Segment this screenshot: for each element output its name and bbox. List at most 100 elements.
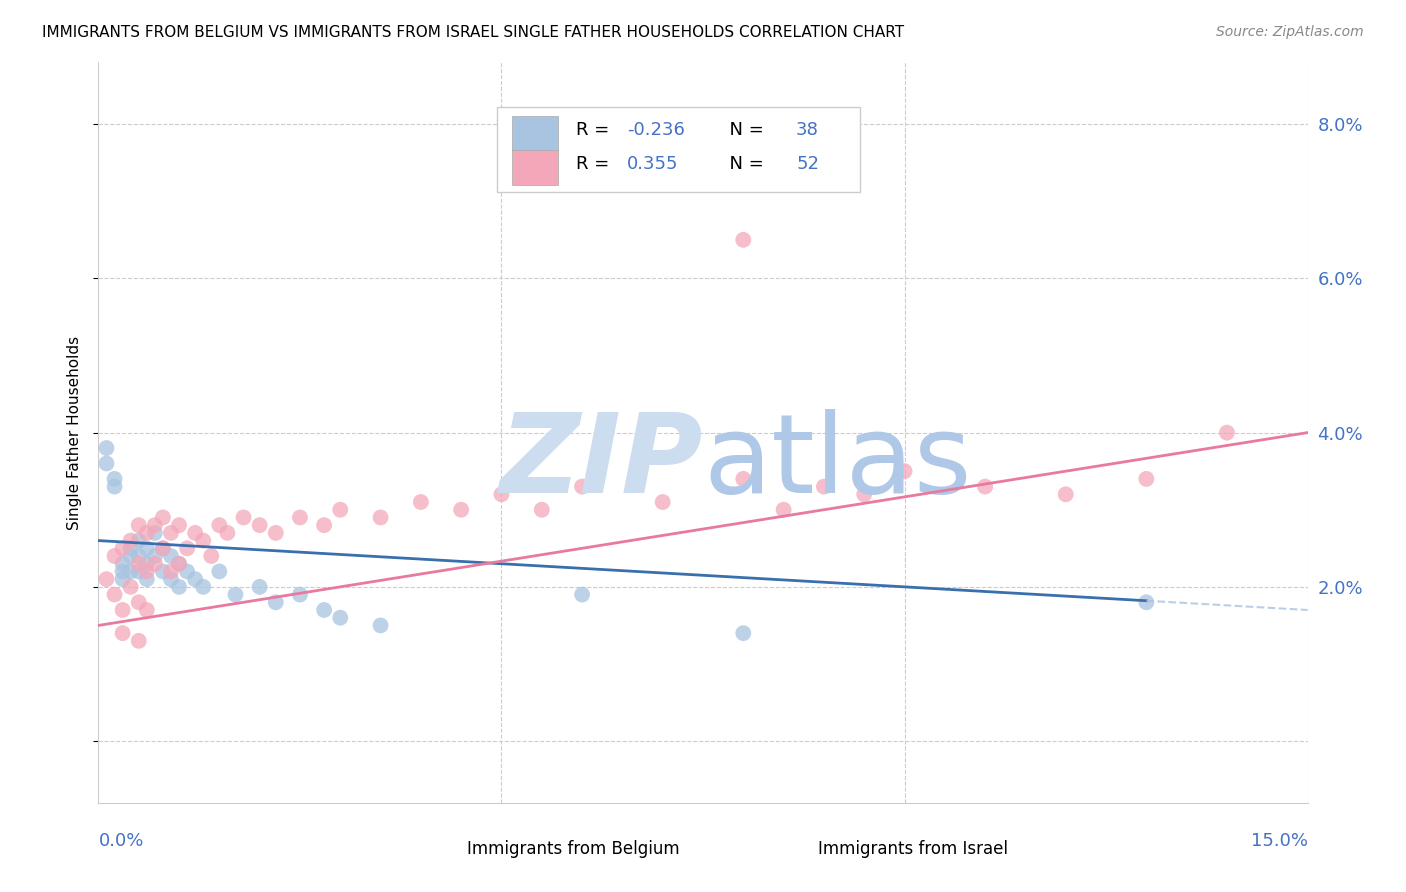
Point: [450, 502, 472, 516]
Point: [264, 595, 287, 609]
Point: [103, 588, 125, 602]
Point: [135, 541, 157, 556]
Point: [128, 595, 150, 609]
Point: [120, 580, 142, 594]
Point: [733, 472, 755, 486]
Point: [135, 572, 157, 586]
Point: [143, 549, 166, 563]
Text: N =: N =: [717, 121, 769, 139]
Point: [120, 533, 142, 548]
Point: [184, 572, 207, 586]
Point: [200, 549, 222, 563]
Point: [103, 549, 125, 563]
Point: [120, 541, 142, 556]
Point: [370, 618, 392, 632]
Point: [249, 580, 271, 594]
Text: Immigrants from Israel: Immigrants from Israel: [818, 839, 1008, 858]
Point: [370, 510, 392, 524]
Point: [128, 557, 150, 571]
Text: R =: R =: [576, 155, 614, 173]
Point: [152, 565, 174, 579]
Y-axis label: Single Father Households: Single Father Households: [67, 335, 83, 530]
Point: [249, 518, 271, 533]
Point: [853, 487, 876, 501]
Text: -0.236: -0.236: [627, 121, 685, 139]
Text: Immigrants from Belgium: Immigrants from Belgium: [467, 839, 681, 858]
Point: [135, 603, 157, 617]
Text: 0.355: 0.355: [627, 155, 678, 173]
Point: [143, 518, 166, 533]
Text: atlas: atlas: [703, 409, 972, 516]
Point: [128, 565, 150, 579]
Point: [167, 518, 190, 533]
Point: [772, 502, 794, 516]
Point: [1216, 425, 1239, 440]
Point: [288, 588, 311, 602]
Point: [96, 572, 118, 586]
Text: R =: R =: [576, 121, 614, 139]
Point: [314, 603, 336, 617]
Point: [160, 572, 183, 586]
Point: [651, 495, 673, 509]
Point: [193, 533, 215, 548]
Point: [167, 557, 190, 571]
Point: [128, 549, 150, 563]
Text: 15.0%: 15.0%: [1250, 832, 1308, 850]
Point: [409, 495, 432, 509]
Point: [1054, 487, 1077, 501]
Point: [733, 626, 755, 640]
Text: 0.0%: 0.0%: [98, 832, 143, 850]
Point: [571, 480, 593, 494]
Point: [152, 510, 174, 524]
Point: [491, 487, 513, 501]
Point: [152, 541, 174, 556]
Point: [176, 541, 198, 556]
FancyBboxPatch shape: [512, 116, 558, 151]
Point: [208, 565, 231, 579]
Point: [224, 588, 246, 602]
Point: [167, 557, 190, 571]
Text: N =: N =: [717, 155, 769, 173]
Point: [1135, 472, 1157, 486]
Text: 38: 38: [796, 121, 818, 139]
Point: [208, 518, 231, 533]
Point: [111, 557, 134, 571]
Text: ZIP: ZIP: [499, 409, 703, 516]
Point: [96, 441, 118, 455]
Point: [143, 557, 166, 571]
Point: [120, 549, 142, 563]
Point: [733, 233, 755, 247]
Point: [530, 502, 553, 516]
Point: [193, 580, 215, 594]
FancyBboxPatch shape: [512, 150, 558, 185]
Point: [103, 480, 125, 494]
Point: [96, 457, 118, 471]
Point: [111, 565, 134, 579]
Point: [111, 572, 134, 586]
Point: [128, 533, 150, 548]
FancyBboxPatch shape: [425, 838, 461, 860]
Point: [314, 518, 336, 533]
Point: [288, 510, 311, 524]
Point: [103, 472, 125, 486]
Point: [160, 565, 183, 579]
Point: [571, 588, 593, 602]
Point: [111, 541, 134, 556]
Point: [152, 541, 174, 556]
Point: [813, 480, 835, 494]
Point: [217, 525, 239, 540]
Point: [160, 549, 183, 563]
Point: [893, 464, 915, 478]
FancyBboxPatch shape: [498, 107, 860, 192]
Point: [167, 580, 190, 594]
Text: Source: ZipAtlas.com: Source: ZipAtlas.com: [1216, 25, 1364, 39]
Point: [135, 557, 157, 571]
Point: [264, 525, 287, 540]
Point: [111, 626, 134, 640]
Point: [128, 518, 150, 533]
Point: [329, 502, 352, 516]
Point: [176, 565, 198, 579]
Point: [974, 480, 997, 494]
Point: [160, 525, 183, 540]
Point: [111, 603, 134, 617]
